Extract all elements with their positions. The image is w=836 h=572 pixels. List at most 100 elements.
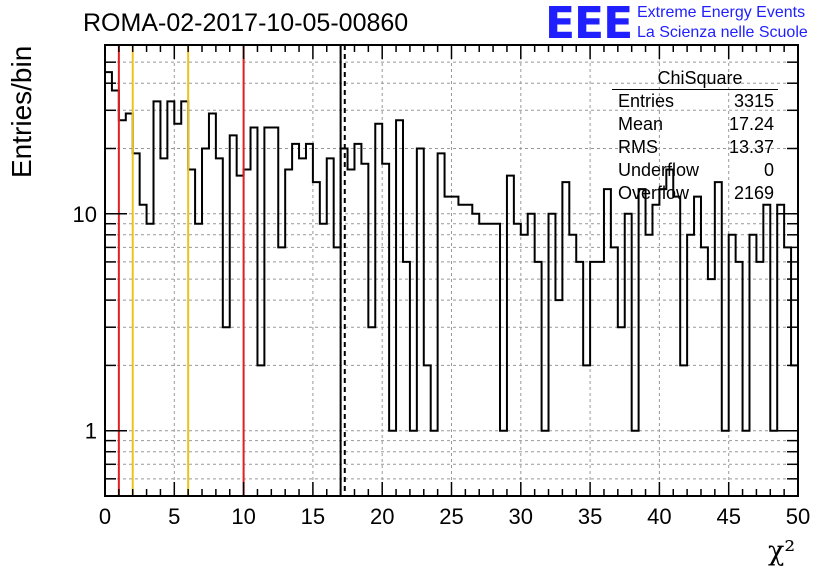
histogram-bin (278, 247, 285, 496)
histogram-bin (209, 113, 216, 496)
histogram-bin (313, 182, 320, 496)
histogram-bin (417, 148, 424, 496)
histogram-bin (195, 224, 202, 496)
stats-value: 0 (763, 160, 774, 180)
histogram-bin (555, 300, 562, 496)
stats-row-mean: Mean 17.24 (612, 113, 778, 136)
histogram-bin (632, 431, 639, 496)
histogram-bin (244, 170, 251, 496)
stats-value: 3315 (733, 91, 774, 111)
histogram-bin (687, 235, 694, 496)
histogram-bin (257, 365, 264, 496)
histogram-bin (701, 247, 708, 496)
histogram-bin (535, 262, 542, 496)
histogram-bin (722, 431, 729, 496)
histogram-bin (354, 144, 361, 496)
stats-value: 2169 (733, 183, 774, 203)
histogram-bin (368, 327, 375, 496)
histogram-bin (472, 214, 479, 496)
histogram-bin (666, 170, 673, 496)
histogram-bin (334, 247, 341, 496)
histogram-bin (431, 431, 438, 496)
stats-label: Underflow (618, 160, 700, 180)
histogram-bin (562, 182, 569, 496)
y-axis-label: Entries/bin (6, 45, 37, 178)
histogram-bin (604, 189, 611, 496)
histogram-series (105, 71, 798, 496)
x-tick-label: 0 (99, 504, 111, 529)
histogram-bin (216, 158, 223, 496)
histogram-bin (445, 197, 452, 496)
histogram-bin (458, 205, 465, 496)
histogram-bin (181, 101, 188, 496)
x-tick-label: 35 (578, 504, 602, 529)
histogram-bin (493, 224, 500, 496)
stats-row-overflow: Overflow 2169 (612, 182, 778, 205)
histogram-bin (424, 365, 431, 496)
x-tick-label: 45 (716, 504, 740, 529)
histogram-bin (147, 224, 154, 496)
histogram-bin (202, 148, 209, 496)
histogram-bin (465, 205, 472, 496)
histogram-bin (306, 144, 313, 496)
histogram-bin (756, 262, 763, 496)
run-title: ROMA-02-2017-10-05-00860 (83, 9, 409, 37)
stats-row-entries: Entries 3315 (612, 90, 778, 113)
histogram-bin (188, 170, 195, 496)
tick-labels: 0 5 10 15 20 25 30 35 40 45 50 1 10 (73, 202, 811, 529)
x-tick-label: 40 (647, 504, 671, 529)
stats-row-underflow: Underflow 0 (612, 159, 778, 182)
histogram-bin (167, 101, 174, 496)
histogram-bin (743, 431, 750, 496)
histogram-bin (507, 176, 514, 496)
histogram-bin (223, 327, 230, 496)
histogram-bin (237, 176, 244, 496)
histogram-bin (119, 120, 126, 496)
histogram-bin (618, 327, 625, 496)
histogram-bin (542, 431, 549, 496)
x-tick-label: 10 (231, 504, 255, 529)
histogram-bin (375, 124, 382, 496)
histogram-bin (576, 262, 583, 496)
histogram-bin (763, 205, 770, 496)
histogram-bin (160, 158, 167, 496)
histogram-bin (486, 224, 493, 496)
histogram-bin (396, 120, 403, 496)
histogram-bin (708, 279, 715, 496)
histogram-bin (784, 247, 791, 496)
histogram-bin (569, 235, 576, 496)
grid-lines (105, 45, 798, 496)
histogram-bin (659, 189, 666, 496)
x-tick-label: 20 (370, 504, 394, 529)
stats-label: Mean (618, 114, 664, 134)
axis-ticks (104, 45, 799, 496)
y-tick-label: 10 (73, 202, 97, 227)
histogram-bin (438, 153, 445, 496)
histogram-bin (590, 262, 597, 496)
stats-box: ChiSquare Entries 3315 Mean 17.24 RMS 13… (612, 68, 778, 205)
histogram-bin (410, 431, 417, 496)
histogram-bin (625, 214, 632, 496)
x-tick-label: 25 (439, 504, 463, 529)
logo-subtitle-line1: Extreme Energy Events (637, 4, 806, 21)
histogram-bin (264, 127, 271, 496)
histogram-bin (694, 197, 701, 496)
stats-label: RMS (618, 137, 658, 157)
x-tick-label: 50 (786, 504, 810, 529)
histogram-bin (673, 197, 680, 496)
stats-value: 17.24 (728, 114, 774, 134)
histogram-bin (611, 247, 618, 496)
stats-row-rms: RMS 13.37 (612, 136, 778, 159)
stats-label: Overflow (618, 183, 690, 203)
histogram-bin (770, 431, 777, 496)
histogram-bin (514, 224, 521, 496)
histogram-bin (583, 365, 590, 496)
x-tick-label: 5 (168, 504, 180, 529)
histogram-bin (105, 72, 112, 496)
histogram-bin (327, 158, 334, 496)
histogram-bin (112, 91, 119, 496)
histogram-bin (126, 113, 133, 496)
stats-divider (612, 89, 778, 90)
histogram-bin (500, 431, 507, 496)
histogram-bin (528, 214, 535, 496)
